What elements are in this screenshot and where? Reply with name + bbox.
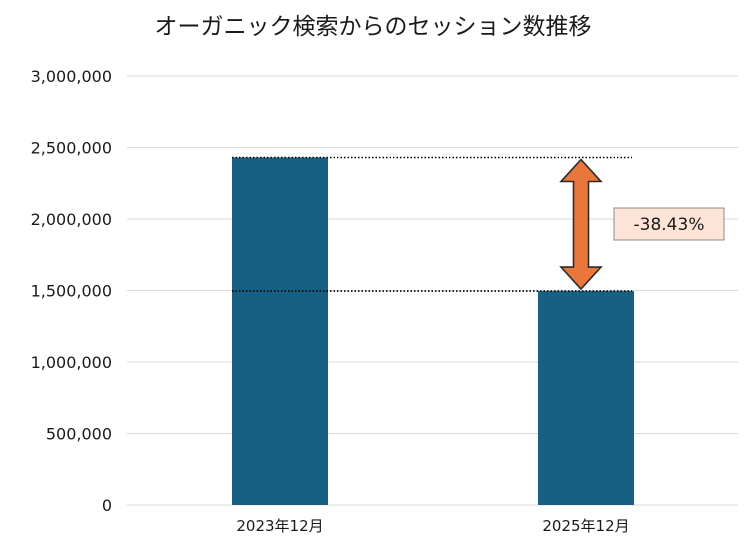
y-tick-label: 0 xyxy=(102,496,112,515)
y-tick-label: 3,000,000 xyxy=(31,67,112,86)
change-label: -38.43% xyxy=(634,215,705,235)
y-tick-label: 1,500,000 xyxy=(31,282,112,301)
x-tick-label: 2023年12月 xyxy=(236,517,323,535)
bar xyxy=(538,291,634,505)
grid-layer xyxy=(127,75,738,506)
y-tick-label: 500,000 xyxy=(46,425,112,444)
double-arrow xyxy=(559,158,603,291)
y-tick-label: 2,000,000 xyxy=(31,210,112,229)
x-axis-ticks: 2023年12月 2025年12月 xyxy=(236,517,629,535)
y-axis-ticks: 0 500,000 1,000,000 1,500,000 2,000,000 2,500… xyxy=(31,67,112,515)
x-tick-label: 2025年12月 xyxy=(542,517,629,535)
chart-title: オーガニック検索からのセッション数推移 xyxy=(155,14,592,40)
y-tick-label: 1,000,000 xyxy=(31,353,112,372)
change-annotation: -38.43% xyxy=(232,156,725,292)
y-tick-label: 2,500,000 xyxy=(31,139,112,158)
bar-layer xyxy=(232,157,634,505)
bar xyxy=(232,157,328,505)
change-label-box xyxy=(613,207,725,241)
